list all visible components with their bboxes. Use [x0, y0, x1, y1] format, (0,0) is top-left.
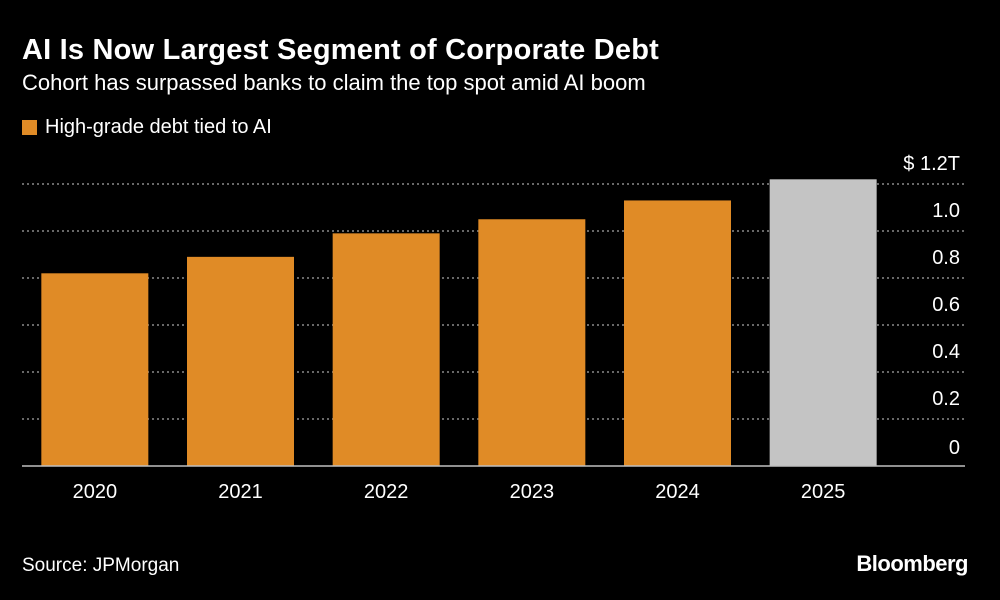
bar-2024: [624, 200, 731, 466]
legend-label: High-grade debt tied to AI: [45, 116, 272, 138]
chart-title: AI Is Now Largest Segment of Corporate D…: [22, 34, 660, 66]
x-tick-label: 2024: [655, 481, 700, 503]
y-tick-label: 0.2: [932, 388, 960, 410]
y-tick-label: 0.4: [932, 341, 960, 363]
legend-swatch: [22, 120, 37, 135]
source-note: Source: JPMorgan: [22, 555, 180, 576]
y-tick-label: 0.6: [932, 294, 960, 316]
bloomberg-logo: Bloomberg: [856, 551, 968, 576]
bar-2023: [478, 219, 586, 466]
x-tick-label: 2021: [218, 481, 263, 503]
bar-2025: [769, 179, 877, 467]
y-tick-label: 0.8: [932, 247, 960, 269]
x-tick-label: 2022: [364, 481, 409, 503]
bar-2021: [187, 256, 294, 466]
y-tick-label: $ 1.2T: [903, 153, 960, 175]
y-tick-label: 0: [949, 437, 960, 459]
x-tick-label: 2023: [510, 481, 555, 503]
y-tick-label: 1.0: [932, 200, 960, 222]
bar-2022: [332, 233, 440, 466]
bar-2020: [41, 273, 149, 466]
x-tick-label: 2025: [801, 481, 846, 503]
chart-legend: High-grade debt tied to AI: [22, 116, 272, 139]
x-tick-label: 2020: [73, 481, 118, 503]
chart-subtitle: Cohort has surpassed banks to claim the …: [22, 70, 646, 95]
